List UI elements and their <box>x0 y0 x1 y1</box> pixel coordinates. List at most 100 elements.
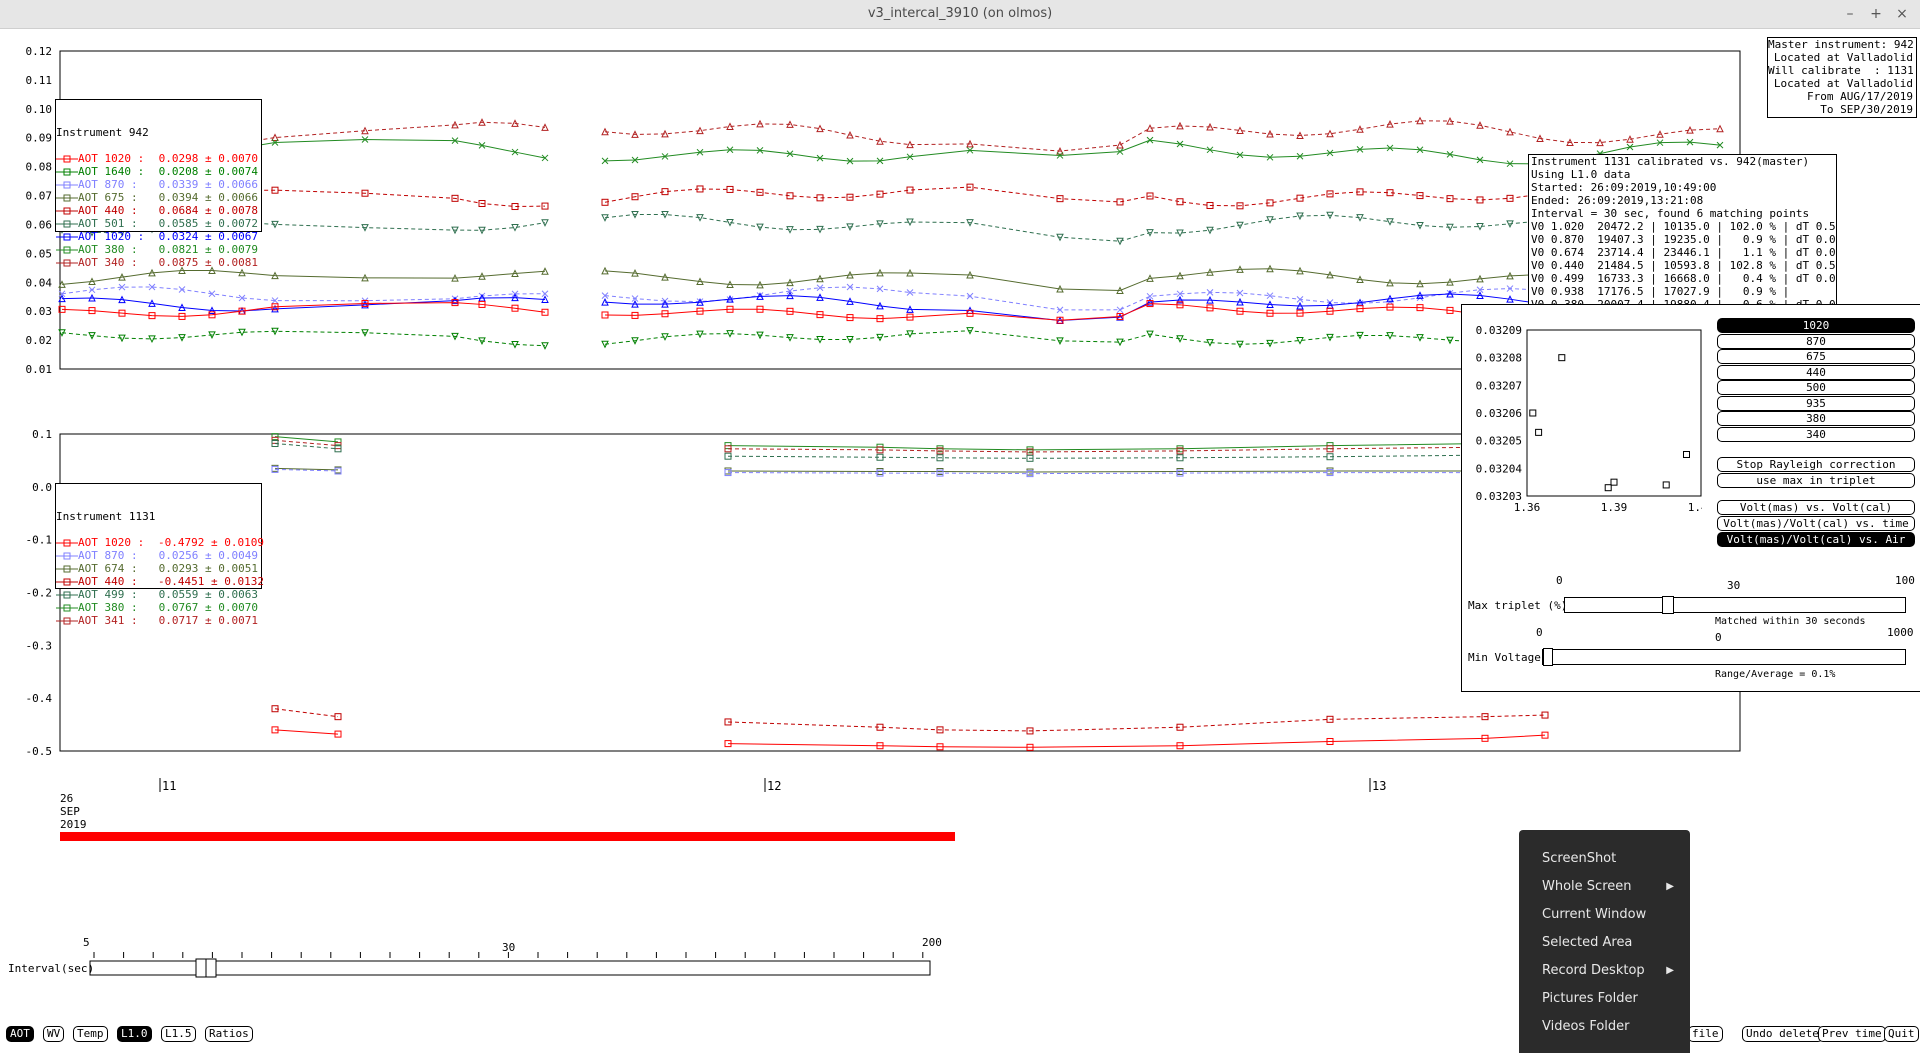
data-point <box>451 137 459 144</box>
data-point <box>601 157 609 165</box>
toolbar-button-aot[interactable]: AOT <box>6 1026 34 1042</box>
min-voltage-thumb[interactable] <box>1543 648 1553 666</box>
data-point <box>1176 723 1184 731</box>
toolbar-button-undo-delete[interactable]: Undo delete <box>1742 1026 1823 1042</box>
y-tick-label: 0.12 <box>26 45 53 58</box>
tri-down-marker-icon <box>56 165 78 178</box>
legend-value: 0.0585 ± 0.0072 <box>158 217 258 230</box>
data-point <box>816 274 824 283</box>
wavelength-button-500[interactable]: 500 <box>1717 380 1915 395</box>
wavelength-button-380[interactable]: 380 <box>1717 411 1915 426</box>
menu-item-selected-area[interactable]: Selected Area <box>1542 935 1633 950</box>
data-point <box>1506 194 1514 202</box>
screenshot-context-menu: ScreenShot Whole Screen ▶ Current Window Sel… <box>1519 830 1690 1053</box>
y-tick-label: 0.01 <box>26 363 53 376</box>
legend-value: 0.0293 ± 0.0051 <box>158 562 258 575</box>
option-button[interactable]: use max in triplet <box>1717 473 1915 488</box>
data-point <box>1176 271 1184 280</box>
data-point <box>966 327 974 335</box>
data-point <box>88 307 96 315</box>
data-point <box>756 280 764 289</box>
interval-slider[interactable]: Interval(sec) 5 30 200 <box>8 936 942 978</box>
toolbar-button-ratios[interactable]: Ratios <box>205 1026 253 1042</box>
data-point <box>1236 126 1244 134</box>
data-point <box>726 280 734 288</box>
master-info-line: Located at Valladolid <box>1773 77 1913 90</box>
legend-entry: AOT 870 : 0.0256 ± 0.0049 <box>56 549 261 562</box>
data-point <box>1446 151 1454 158</box>
toolbar-button-prev-time[interactable]: Prev time <box>1818 1026 1886 1042</box>
wavelength-button-440[interactable]: 440 <box>1717 364 1915 380</box>
menu-item-current-window[interactable]: Current Window <box>1542 907 1647 922</box>
data-point <box>1236 297 1244 306</box>
y-tick-label: 0.11 <box>26 74 53 87</box>
data-point <box>178 303 186 312</box>
data-point <box>631 130 639 138</box>
min-voltage-slider[interactable] <box>1542 648 1906 666</box>
square-marker-icon <box>56 152 78 165</box>
data-point <box>601 298 609 306</box>
option-button[interactable]: Stop Rayleigh correction <box>1717 457 1915 472</box>
plot-mode-button[interactable]: Volt(mas)/Volt(cal) vs. Air Mass <box>1717 532 1915 559</box>
data-point <box>1476 291 1484 299</box>
menu-item-screenshot[interactable]: ScreenShot <box>1542 851 1617 866</box>
legend-name: AOT 675 : <box>78 191 138 204</box>
data-point <box>1026 454 1034 462</box>
data-point <box>1116 237 1124 246</box>
plot-mode-button[interactable]: Volt(mas)/Volt(cal) vs. time <box>1717 516 1915 531</box>
wavelength-button-340[interactable]: 340 <box>1717 426 1915 442</box>
data-point <box>334 467 342 475</box>
data-point <box>1386 144 1394 152</box>
toolbar-button-quit[interactable]: Quit <box>1884 1026 1919 1042</box>
series-line <box>61 221 546 234</box>
data-point <box>1416 192 1424 200</box>
wavelength-button-870[interactable]: 870 <box>1717 333 1915 349</box>
legend-value: -0.4451 ± 0.0132 <box>158 575 264 588</box>
data-point <box>58 290 66 298</box>
data-point <box>148 268 156 277</box>
data-point <box>631 268 639 277</box>
menu-item-videos-folder[interactable]: Videos Folder <box>1542 1019 1630 1034</box>
data-point <box>876 268 884 277</box>
toolbar-button-wv[interactable]: WV <box>43 1026 65 1042</box>
data-point <box>238 307 246 315</box>
max-triplet-max: 100 <box>1895 574 1915 587</box>
data-point <box>361 224 369 232</box>
menu-item-record-desktop[interactable]: Record Desktop <box>1542 963 1645 978</box>
legend-name: AOT 870 : <box>78 178 138 191</box>
wavelength-button-1020[interactable]: 1020 <box>1717 318 1915 333</box>
series-line <box>604 120 1721 152</box>
plot-mode-button[interactable]: Volt(mas) vs. Volt(cal) <box>1717 500 1915 515</box>
data-point <box>1476 196 1484 204</box>
data-point <box>118 334 126 343</box>
data-point <box>1326 211 1334 220</box>
data-point <box>478 337 486 345</box>
data-point <box>966 183 974 191</box>
menu-item-pictures-folder[interactable]: Pictures Folder <box>1542 991 1638 1006</box>
toolbar-button-file[interactable]: file <box>1688 1026 1723 1042</box>
data-point <box>1116 313 1124 321</box>
data-point <box>178 334 186 342</box>
wavelength-button-675[interactable]: 675 <box>1717 349 1915 364</box>
toolbar-button-l10[interactable]: L1.0 <box>117 1026 152 1042</box>
minimize-icon[interactable]: – <box>1846 6 1854 22</box>
max-triplet-thumb[interactable] <box>1662 596 1674 614</box>
data-point <box>786 278 794 287</box>
maximize-icon[interactable]: + <box>1870 6 1882 22</box>
data-point <box>601 214 609 222</box>
close-icon[interactable]: × <box>1896 6 1908 22</box>
bottom-plot-y-axis: 0.1 0.0 -0.1 -0.2 -0.3 -0.4 -0.5 <box>26 428 53 758</box>
time-tick-11: 11 <box>162 779 176 793</box>
x-marker-icon <box>56 549 78 562</box>
data-point <box>724 718 732 726</box>
toolbar-button-l15[interactable]: L1.5 <box>161 1026 196 1042</box>
data-point <box>1326 453 1334 461</box>
wavelength-button-935[interactable]: 935 <box>1717 395 1915 411</box>
data-point <box>1446 336 1454 345</box>
airmass-scatter-plot: 0.03209 0.03208 0.03207 0.03206 0.03205 0.032… <box>1476 324 1702 514</box>
max-triplet-slider[interactable] <box>1564 596 1906 614</box>
menu-item-whole-screen[interactable]: Whole Screen <box>1542 879 1632 894</box>
data-point <box>118 273 126 281</box>
toolbar-button-temp[interactable]: Temp <box>73 1026 108 1042</box>
data-point <box>1176 121 1184 130</box>
